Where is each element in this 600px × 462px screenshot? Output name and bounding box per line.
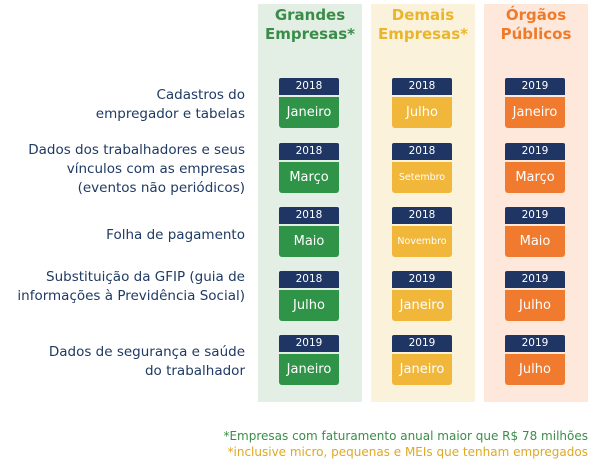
badge-month: Julho [505,290,565,321]
column-header-line1: Grandes [274,6,346,24]
badge-year: 2018 [279,78,339,95]
date-badge: 2018 Maio [279,207,339,259]
date-badge: 2019 Julho [505,335,565,387]
badge-year: 2019 [505,78,565,95]
row-label-substituicao-gfip: Substituição da GFIP (guia de informaçõe… [5,268,245,306]
badge-year: 2018 [392,207,452,224]
date-badge: 2018 Julho [392,78,452,130]
date-badge: 2019 Janeiro [279,335,339,387]
column-header-line2: Públicos [500,25,572,43]
badge-year: 2019 [392,271,452,288]
badge-month: Julho [279,290,339,321]
badge-year: 2019 [505,335,565,352]
row-label-line: Dados dos trabalhadores e seus [28,142,245,158]
badge-month: Julho [505,354,565,385]
badge-year: 2019 [505,271,565,288]
date-badge: 2018 Setembro [392,143,452,195]
row-label-line: empregador e tabelas [95,106,245,122]
date-badge: 2019 Janeiro [392,335,452,387]
badge-year: 2019 [505,207,565,224]
badge-year: 2018 [279,271,339,288]
badge-month: Julho [392,97,452,128]
row-label-seguranca-saude: Dados de segurança e saúde do trabalhado… [5,343,245,381]
row-label-line: vínculos com as empresas [66,161,245,177]
badge-month: Setembro [392,162,452,193]
date-badge: 2019 Janeiro [392,271,452,323]
row-label-line: informações à Previdência Social) [17,288,245,304]
badge-year: 2018 [279,143,339,160]
column-header-line2: Empresas* [264,25,355,43]
badge-month: Maio [505,226,565,257]
row-label-line: Cadastros do [156,87,245,103]
row-label-folha-pagamento: Folha de pagamento [5,226,245,245]
row-label-line: (eventos não periódicos) [77,180,245,196]
date-badge: 2018 Novembro [392,207,452,259]
badge-month: Março [279,162,339,193]
badge-year: 2018 [392,78,452,95]
badge-year: 2018 [392,143,452,160]
column-header-line2: Empresas* [377,25,468,43]
date-badge: 2019 Janeiro [505,78,565,130]
row-label-dados-trabalhadores: Dados dos trabalhadores e seus vínculos … [5,141,245,198]
badge-year: 2019 [279,335,339,352]
date-badge: 2019 Maio [505,207,565,259]
column-header-orgaos-publicos: Órgãos Públicos [484,6,588,46]
row-label-line: Substituição da GFIP (guia de [46,269,245,285]
badge-month: Janeiro [279,354,339,385]
date-badge: 2019 Março [505,143,565,195]
column-header-line1: Órgãos [505,6,567,24]
badge-month: Janeiro [279,97,339,128]
column-header-line1: Demais [391,6,455,24]
row-label-line: Dados de segurança e saúde [48,344,245,360]
badge-month: Novembro [392,226,452,257]
row-label-line: do trabalhador [144,363,245,379]
row-label-cadastros: Cadastros do empregador e tabelas [5,86,245,124]
date-badge: 2018 Março [279,143,339,195]
badge-month: Março [505,162,565,193]
footnote-demais-empresas: *inclusive micro, pequenas e MEIs que te… [227,445,589,459]
date-badge: 2018 Julho [279,271,339,323]
date-badge: 2018 Janeiro [279,78,339,130]
badge-year: 2018 [279,207,339,224]
column-header-grandes-empresas: Grandes Empresas* [258,6,362,46]
badge-month: Janeiro [505,97,565,128]
date-badge: 2019 Julho [505,271,565,323]
badge-year: 2019 [392,335,452,352]
badge-year: 2019 [505,143,565,160]
badge-month: Maio [279,226,339,257]
column-header-demais-empresas: Demais Empresas* [371,6,475,46]
footnote-grandes-empresas: *Empresas com faturamento anual maior qu… [223,429,588,443]
badge-month: Janeiro [392,354,452,385]
row-label-line: Folha de pagamento [106,227,245,243]
badge-month: Janeiro [392,290,452,321]
